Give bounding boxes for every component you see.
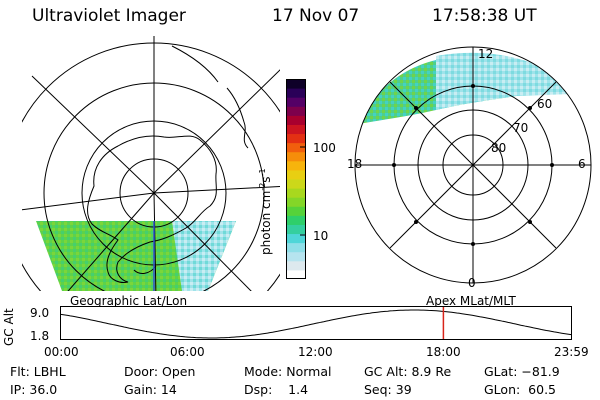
glat-status: GLat: −81.9 — [484, 364, 560, 379]
colorbar-step — [286, 169, 306, 180]
instrument-title: Ultraviolet Imager — [32, 6, 186, 26]
mlat-label-60: 60 — [537, 97, 553, 111]
mode-status: Mode: Normal — [244, 364, 332, 379]
geographic-map-label: Geographic Lat/Lon — [70, 294, 188, 308]
filter-status: Flt: LBHL — [10, 364, 66, 379]
colorbar-step — [286, 233, 306, 244]
altitude-ylabel: GC Alt — [2, 308, 16, 346]
altitude-ytick-bottom: 1.8 — [30, 329, 50, 343]
colorbar-step — [286, 269, 306, 279]
altitude-ytick-top: 9.0 — [30, 306, 50, 320]
colorbar-tick-100: 100 — [313, 141, 336, 155]
time-tick-2359: 23:59 — [554, 345, 589, 359]
colorbar-step — [286, 188, 306, 198]
altitude-curve — [60, 309, 572, 339]
colorbar-step — [286, 97, 306, 107]
aurora-swath-edge — [172, 221, 236, 291]
time-label: 17:58:38 UT — [432, 6, 537, 26]
seq-status: Seq: 39 — [364, 382, 412, 397]
geographic-map — [22, 36, 280, 291]
colorbar-unit-label: photon cm-2s-1 — [258, 168, 273, 255]
mlt-label-18: 18 — [347, 157, 363, 171]
colorbar-step — [286, 133, 306, 144]
mlt-label-0: 0 — [468, 276, 476, 290]
colorbar-step — [286, 115, 306, 125]
altitude-plot — [60, 306, 572, 340]
mlat-label-70: 70 — [513, 121, 529, 135]
dsp-status: Dsp: 1.4 — [244, 382, 309, 397]
colorbar-step — [286, 151, 306, 162]
apex-mlat-mlt-map — [354, 46, 592, 284]
date-label: 17 Nov 07 — [272, 6, 360, 26]
mlt-label-12: 12 — [478, 47, 494, 61]
colorbar-step — [286, 206, 306, 216]
gc-alt-status: GC Alt: 8.9 Re — [364, 364, 452, 379]
colorbar-step — [286, 179, 306, 189]
colorbar-step — [286, 242, 306, 253]
colorbar-step — [286, 124, 306, 135]
door-status: Door: Open — [124, 364, 196, 379]
colorbar-step — [286, 106, 306, 116]
colorbar-step — [286, 215, 306, 225]
colorbar — [286, 79, 306, 279]
colorbar-tick-10: 10 — [313, 229, 329, 243]
coastline — [87, 135, 217, 283]
apex-map-label: Apex MLat/MLT — [426, 294, 516, 308]
colorbar-step — [286, 160, 306, 171]
colorbar-step — [286, 260, 306, 271]
colorbar-step — [286, 88, 306, 98]
colorbar-step — [286, 142, 306, 153]
colorbar-step — [286, 79, 306, 89]
time-tick-0000: 00:00 — [44, 345, 79, 359]
colorbar-step — [286, 224, 306, 235]
gain-status: Gain: 14 — [124, 382, 177, 397]
colorbar-step — [286, 197, 306, 207]
time-tick-1200: 12:00 — [298, 345, 333, 359]
time-tick-0600: 06:00 — [170, 345, 205, 359]
time-tick-1800: 18:00 — [426, 345, 461, 359]
ip-status: IP: 36.0 — [10, 382, 58, 397]
colorbar-step — [286, 251, 306, 262]
mlt-label-6: 6 — [578, 157, 586, 171]
mlat-label-80: 80 — [491, 141, 507, 155]
aurora-oval-edge — [436, 52, 572, 110]
glon-status: GLon: 60.5 — [484, 382, 556, 397]
